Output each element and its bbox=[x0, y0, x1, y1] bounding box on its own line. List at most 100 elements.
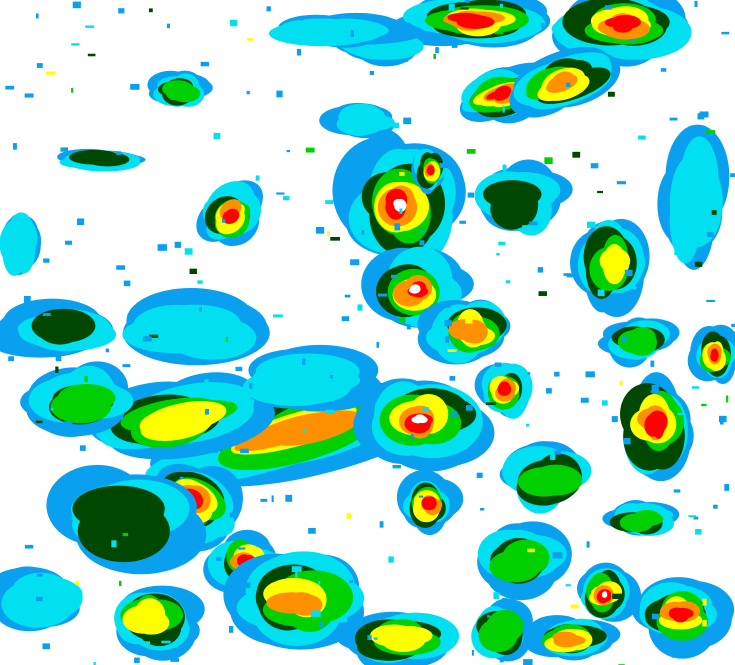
echo-speckle bbox=[580, 397, 589, 403]
echo-speckle bbox=[487, 615, 491, 618]
echo-speckle bbox=[327, 231, 331, 236]
echo-cell bbox=[196, 180, 263, 247]
echo-cell bbox=[631, 577, 735, 659]
echo-level-6 bbox=[672, 607, 694, 619]
echo-speckle bbox=[325, 200, 334, 204]
echo-cell bbox=[223, 551, 365, 650]
echo-speckle bbox=[55, 354, 62, 362]
echo-speckle bbox=[419, 240, 425, 246]
echo-speckle bbox=[721, 31, 730, 35]
echo-speckle bbox=[546, 388, 552, 394]
echo-speckle bbox=[179, 476, 184, 479]
echo-cell bbox=[597, 317, 680, 368]
echo-speckle bbox=[247, 38, 254, 41]
echo-speckle bbox=[403, 117, 412, 125]
echo-speckle bbox=[111, 540, 117, 548]
echo-cell bbox=[57, 148, 146, 172]
echo-speckle bbox=[552, 552, 563, 559]
echo-speckle bbox=[388, 556, 394, 563]
echo-level-5 bbox=[547, 75, 571, 90]
echo-speckle bbox=[713, 504, 718, 509]
echo-cell bbox=[0, 298, 117, 358]
echo-speckle bbox=[35, 420, 43, 424]
echo-speckle bbox=[706, 232, 714, 238]
echo-level-7 bbox=[394, 202, 406, 212]
echo-speckle bbox=[346, 512, 352, 519]
echo-speckle bbox=[718, 415, 727, 423]
echo-speckle bbox=[673, 489, 681, 493]
echo-speckle bbox=[59, 510, 69, 518]
echo-level-3 bbox=[628, 327, 656, 347]
echo-cell bbox=[657, 124, 730, 270]
echo-speckle bbox=[266, 471, 271, 478]
echo-speckle bbox=[76, 218, 85, 226]
echo-level-6 bbox=[497, 382, 509, 396]
echo-speckle bbox=[229, 19, 238, 27]
echo-speckle bbox=[344, 294, 351, 298]
echo-speckle bbox=[719, 420, 724, 425]
echo-speckle bbox=[225, 337, 229, 343]
echo-speckle bbox=[320, 621, 324, 628]
echo-speckle bbox=[498, 241, 506, 246]
echo-speckle bbox=[638, 135, 646, 140]
echo-speckle bbox=[379, 521, 384, 528]
echo-speckle bbox=[496, 252, 500, 256]
echo-speckle bbox=[406, 324, 411, 330]
echo-speckle bbox=[283, 196, 290, 201]
echo-cell bbox=[471, 598, 533, 662]
echo-speckle bbox=[604, 5, 612, 10]
echo-speckle bbox=[134, 657, 140, 664]
echo-speckle bbox=[462, 453, 473, 460]
echo-speckle bbox=[249, 382, 253, 389]
echo-speckle bbox=[340, 462, 343, 469]
echo-speckle bbox=[527, 548, 535, 553]
echo-speckle bbox=[537, 267, 544, 273]
echo-speckle bbox=[349, 579, 354, 584]
echo-speckle bbox=[84, 376, 88, 383]
echo-speckle bbox=[688, 515, 696, 518]
echo-speckle bbox=[544, 157, 553, 164]
echo-speckle bbox=[43, 258, 50, 263]
echo-speckle bbox=[616, 181, 626, 185]
echo-speckle bbox=[632, 286, 637, 290]
echo-speckle bbox=[447, 164, 457, 170]
echo-speckle bbox=[502, 164, 507, 172]
echo-speckle bbox=[502, 105, 505, 113]
echo-speckle bbox=[200, 61, 209, 67]
echo-cell bbox=[147, 70, 213, 107]
echo-level-5 bbox=[266, 592, 317, 614]
echo-speckle bbox=[529, 221, 538, 226]
echo-speckle bbox=[440, 300, 451, 308]
echo-cell bbox=[687, 324, 735, 385]
echo-speckle bbox=[305, 147, 315, 153]
echo-speckle bbox=[184, 248, 193, 255]
echo-cell bbox=[335, 611, 460, 665]
echo-speckle bbox=[726, 395, 729, 403]
echo-speckle bbox=[310, 610, 321, 617]
echo-speckle bbox=[255, 543, 261, 547]
echo-speckle bbox=[119, 415, 123, 420]
echo-speckle bbox=[105, 348, 110, 353]
echo-speckle bbox=[116, 265, 126, 270]
echo-speckle bbox=[479, 508, 485, 511]
echo-speckle bbox=[392, 122, 400, 129]
echo-speckle bbox=[449, 376, 456, 381]
echo-speckle bbox=[586, 541, 590, 548]
echo-speckle bbox=[228, 625, 234, 633]
echo-speckle bbox=[213, 450, 218, 453]
echo-speckle bbox=[485, 402, 496, 405]
echo-speckle bbox=[377, 293, 387, 297]
echo-speckle bbox=[85, 25, 95, 28]
echo-speckle bbox=[325, 409, 335, 413]
echo-speckle bbox=[394, 223, 401, 231]
echo-speckle bbox=[400, 59, 408, 62]
echo-speckle bbox=[392, 465, 401, 469]
echo-speckle bbox=[467, 192, 475, 198]
echo-speckle bbox=[460, 7, 469, 10]
echo-speckle bbox=[399, 208, 403, 214]
echo-speckle bbox=[699, 111, 709, 118]
echo-level-3 bbox=[538, 466, 570, 495]
echo-speckle bbox=[255, 175, 260, 181]
echo-speckle bbox=[238, 547, 246, 550]
